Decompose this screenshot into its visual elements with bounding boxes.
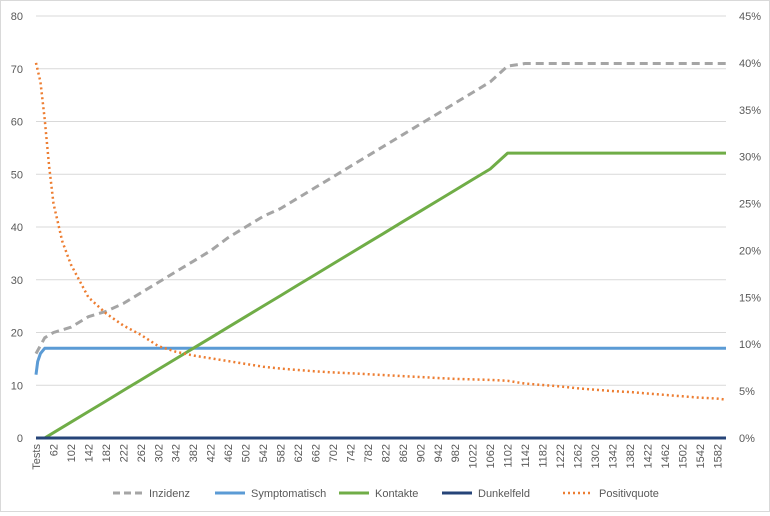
y-right-tick-label: 5% — [739, 386, 755, 398]
y-right-tick-label: 20% — [739, 245, 761, 257]
y-right-tick-label: 10% — [739, 339, 761, 351]
series-line-kontakte — [36, 151, 726, 440]
legend-label: Dunkelfeld — [478, 488, 530, 500]
y-right-tick-label: 45% — [739, 11, 761, 23]
x-tick-label: 1582 — [712, 444, 724, 468]
series-line-symptomatisch — [34, 346, 726, 375]
x-tick-label: 222 — [118, 444, 130, 462]
x-tick-label: 1502 — [677, 444, 689, 468]
x-tick-label-first: Tests — [31, 444, 43, 470]
legend: Inzidenz Symptomatisch Kontakte Dunkelfeld P… — [113, 488, 659, 500]
y-right-tick-label: 0% — [739, 433, 755, 445]
y-right-tick-label: 30% — [739, 152, 761, 164]
x-tick-label: 1542 — [695, 444, 707, 468]
y-left-tick-label: 50 — [11, 169, 23, 181]
x-tick-label: 262 — [136, 444, 148, 462]
x-tick-label: 382 — [188, 444, 200, 462]
y-left-tick-label: 0 — [17, 433, 23, 445]
x-tick-label: 542 — [258, 444, 270, 462]
y-left-tick-label: 10 — [11, 380, 23, 392]
x-tick-label: 62 — [48, 444, 60, 456]
x-tick-label: 982 — [450, 444, 462, 462]
legend-label: Symptomatisch — [251, 488, 326, 500]
y-left-tick-label: 40 — [11, 222, 23, 234]
x-tick-label: 142 — [83, 444, 95, 462]
x-tick-label: 1422 — [642, 444, 654, 468]
x-tick-label: 1302 — [590, 444, 602, 468]
x-tick-label: 502 — [241, 444, 253, 462]
x-tick-label: 422 — [206, 444, 218, 462]
series-lines — [34, 62, 727, 440]
x-tick-label: 822 — [380, 444, 392, 462]
x-tick-label: 742 — [345, 444, 357, 462]
x-tick-label: 302 — [153, 444, 165, 462]
series-line-inzidenz — [34, 62, 726, 355]
gridlines — [36, 15, 726, 439]
right-axis-tick-labels: 0% 5% 10% 15% 20% 25% 30% 35% 40% 45% — [739, 11, 761, 445]
x-tick-label: 102 — [66, 444, 78, 462]
x-tick-label: 1462 — [660, 444, 672, 468]
x-axis: Tests 62 102 142 182 222 262 302 342 382 422 462 502… — [31, 437, 726, 470]
x-tick-label: 1382 — [625, 444, 637, 468]
x-tick-label: 1022 — [468, 444, 480, 468]
x-tick-label: 462 — [223, 444, 235, 462]
x-tick-label: 1222 — [555, 444, 567, 468]
x-tick-label: 1102 — [503, 444, 515, 468]
y-right-tick-label: 25% — [739, 199, 761, 211]
y-left-tick-label: 70 — [11, 64, 23, 76]
x-tick-label: 1182 — [538, 444, 550, 468]
y-left-tick-label: 80 — [11, 11, 23, 23]
y-right-tick-label: 35% — [739, 105, 761, 117]
x-tick-label: 182 — [101, 444, 113, 462]
y-left-tick-label: 60 — [11, 117, 23, 129]
y-right-tick-label: 15% — [739, 292, 761, 304]
legend-label: Kontakte — [375, 488, 418, 500]
x-tick-label: 622 — [293, 444, 305, 462]
x-tick-label: 1062 — [485, 444, 497, 468]
left-axis-tick-labels: 0 10 20 30 40 50 60 70 80 — [11, 11, 23, 445]
y-right-tick-label: 40% — [739, 58, 761, 70]
y-left-tick-label: 20 — [11, 328, 23, 340]
x-tick-label: 902 — [415, 444, 427, 462]
x-tick-label: 1142 — [520, 444, 532, 468]
series-line-positivquote — [34, 62, 727, 401]
x-tick-label: 782 — [363, 444, 375, 462]
x-tick-label: 1342 — [607, 444, 619, 468]
x-tick-label: 342 — [171, 444, 183, 462]
legend-label: Positivquote — [599, 488, 659, 500]
x-tick-label: 582 — [276, 444, 288, 462]
y-left-tick-label: 30 — [11, 275, 23, 287]
x-tick-label: 942 — [433, 444, 445, 462]
x-tick-label: 702 — [328, 444, 340, 462]
x-tick-label: 662 — [310, 444, 322, 462]
legend-label: Inzidenz — [149, 488, 190, 500]
x-tick-label: 862 — [398, 444, 410, 462]
x-tick-label: 1262 — [573, 444, 585, 468]
